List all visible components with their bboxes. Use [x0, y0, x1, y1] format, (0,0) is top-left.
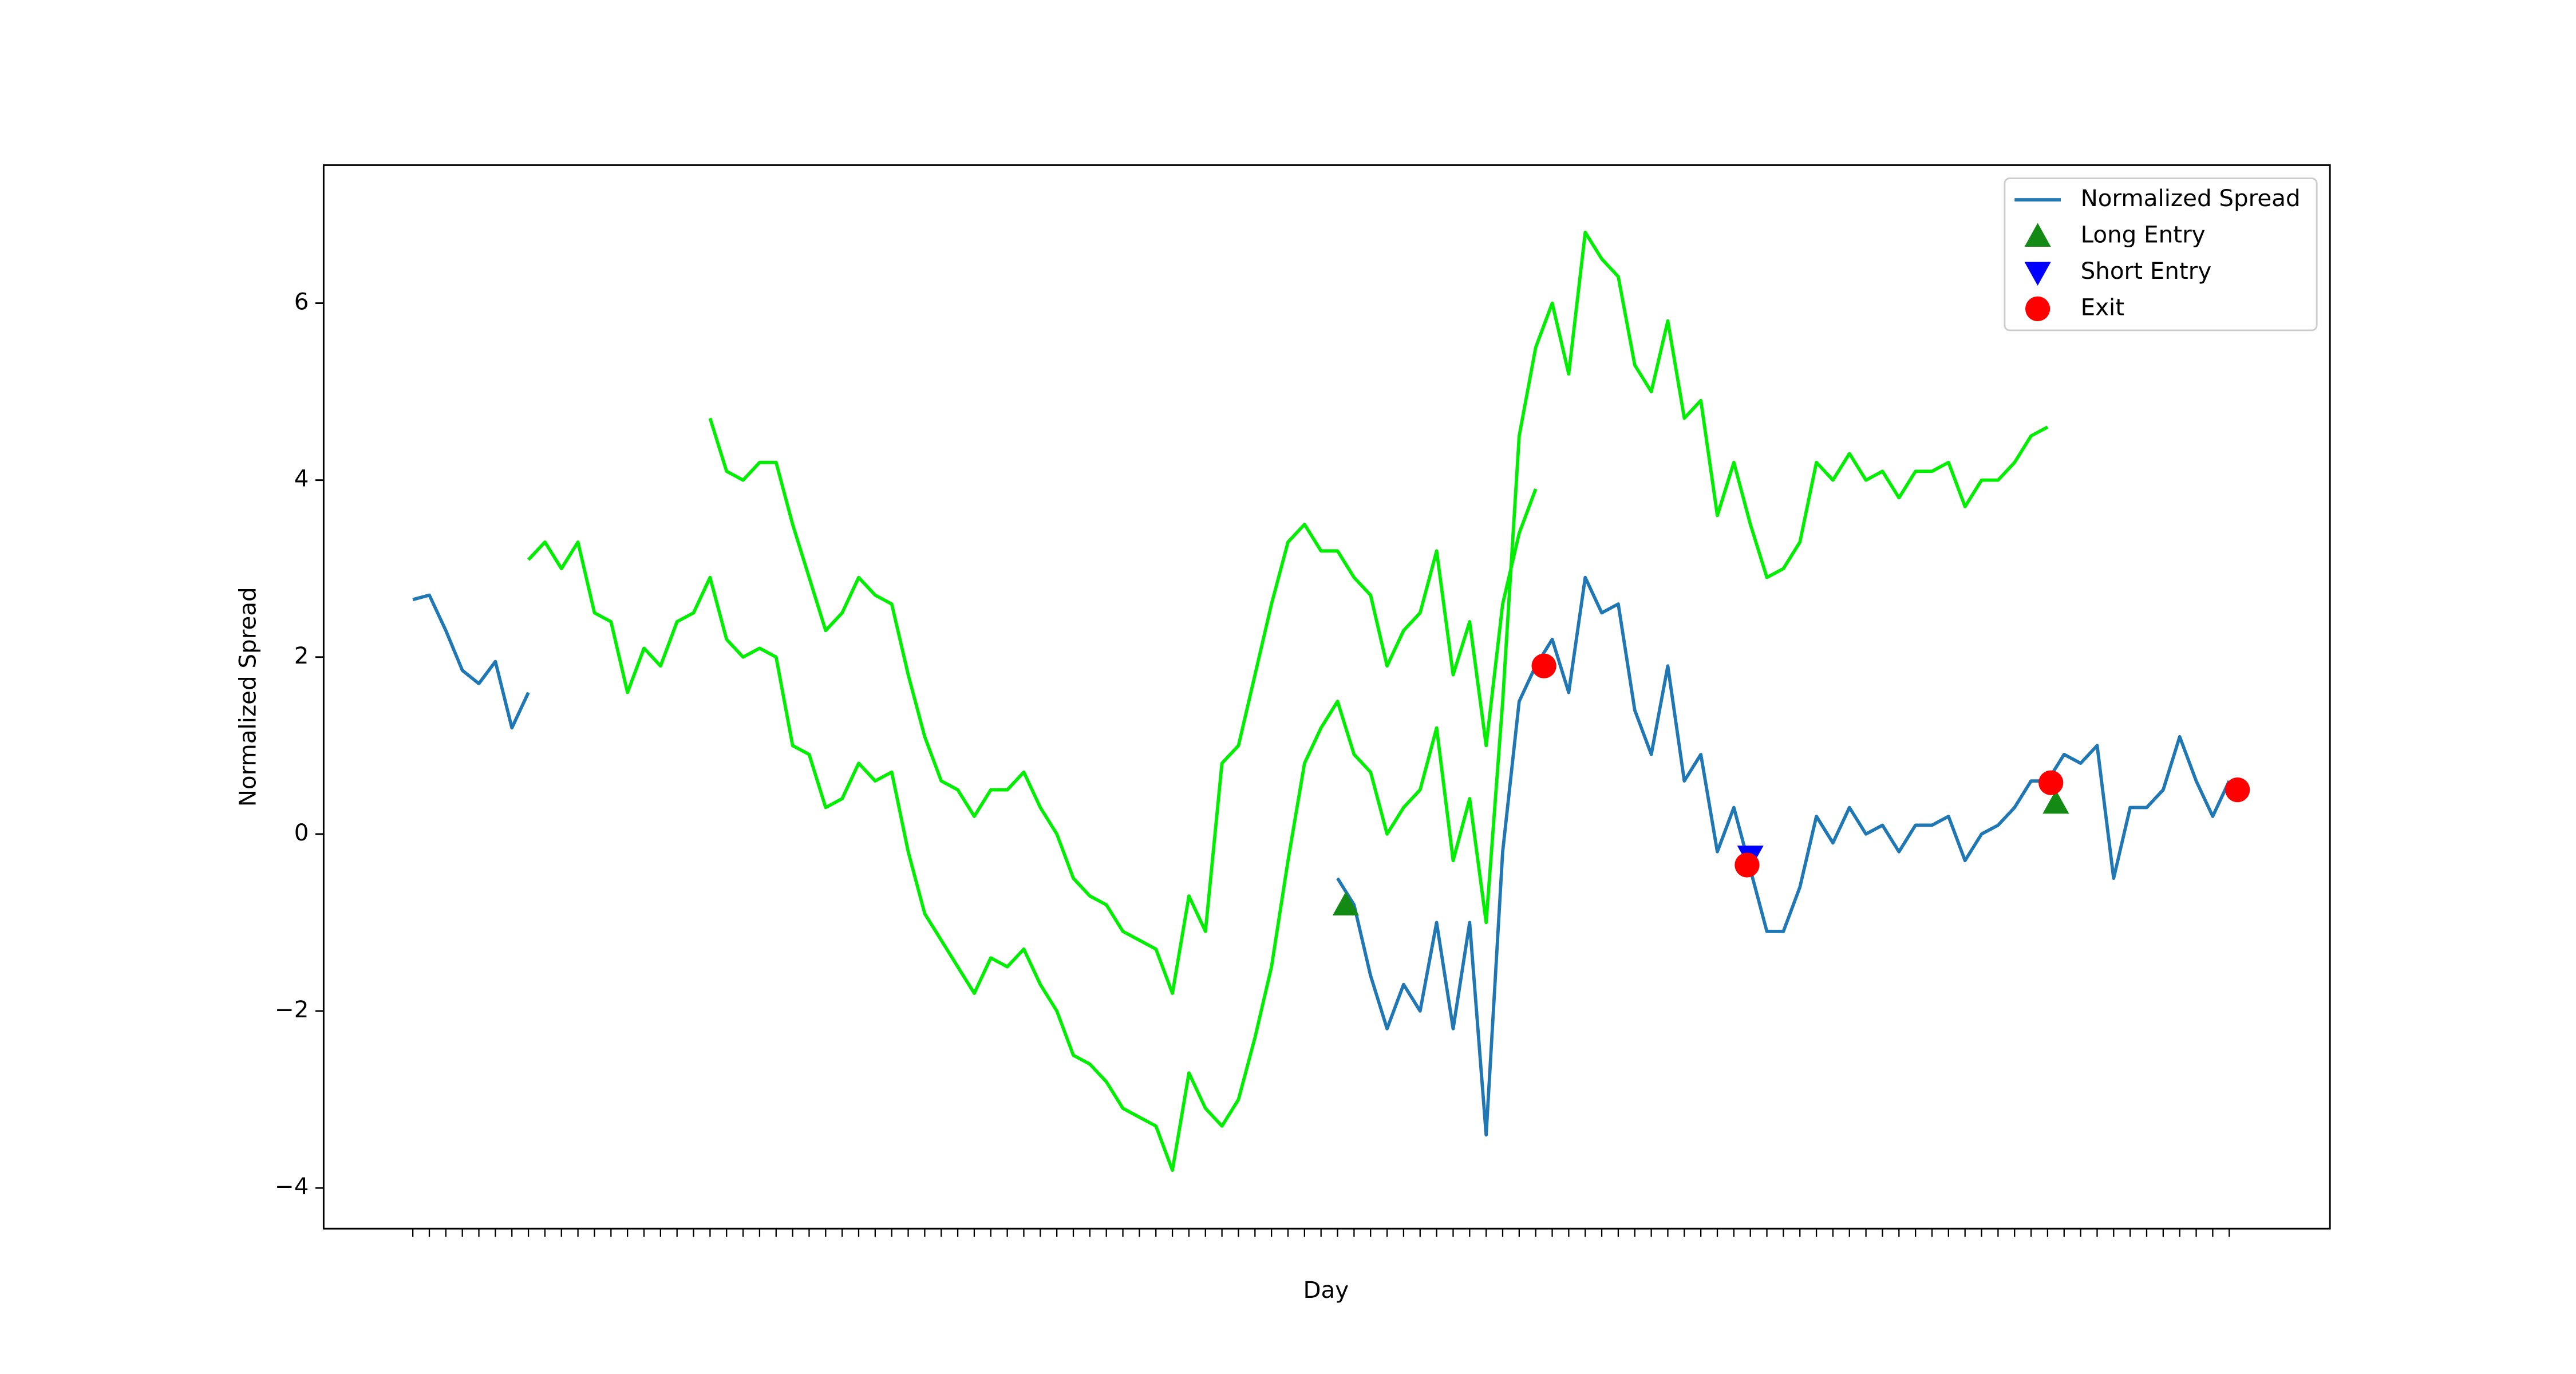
legend-swatch	[2024, 262, 2051, 286]
y-tick-label: 0	[294, 819, 309, 846]
legend-box	[2004, 177, 2318, 331]
x-axis-label: Day	[1303, 1277, 1349, 1304]
series-line	[527, 231, 2049, 1172]
series-line	[708, 417, 1538, 995]
marker-point	[2042, 789, 2069, 814]
legend-label: Long Entry	[2081, 222, 2206, 248]
series-line	[412, 575, 2231, 1137]
legend-label: Short Entry	[2081, 258, 2212, 285]
y-tick-label: 4	[294, 465, 309, 492]
legend-swatch	[2025, 296, 2050, 322]
y-tick-label: 2	[294, 642, 309, 669]
legend-label: Normalized Spread	[2081, 185, 2301, 212]
marker-point	[2225, 777, 2250, 803]
marker-point	[2038, 770, 2064, 795]
y-tick-label: 6	[294, 289, 309, 315]
y-tick-label: −4	[275, 1173, 309, 1200]
marker-point	[1531, 653, 1556, 678]
marker-point	[1735, 852, 1760, 878]
legend-label: Exit	[2081, 294, 2124, 321]
y-tick-label: −2	[275, 996, 309, 1023]
x-ticks	[412, 1229, 2230, 1237]
marker-point	[1332, 891, 1360, 915]
y-axis-label: Normalized Spread	[235, 587, 262, 807]
legend-swatch	[2024, 223, 2051, 247]
plot-frame	[322, 164, 2331, 1230]
